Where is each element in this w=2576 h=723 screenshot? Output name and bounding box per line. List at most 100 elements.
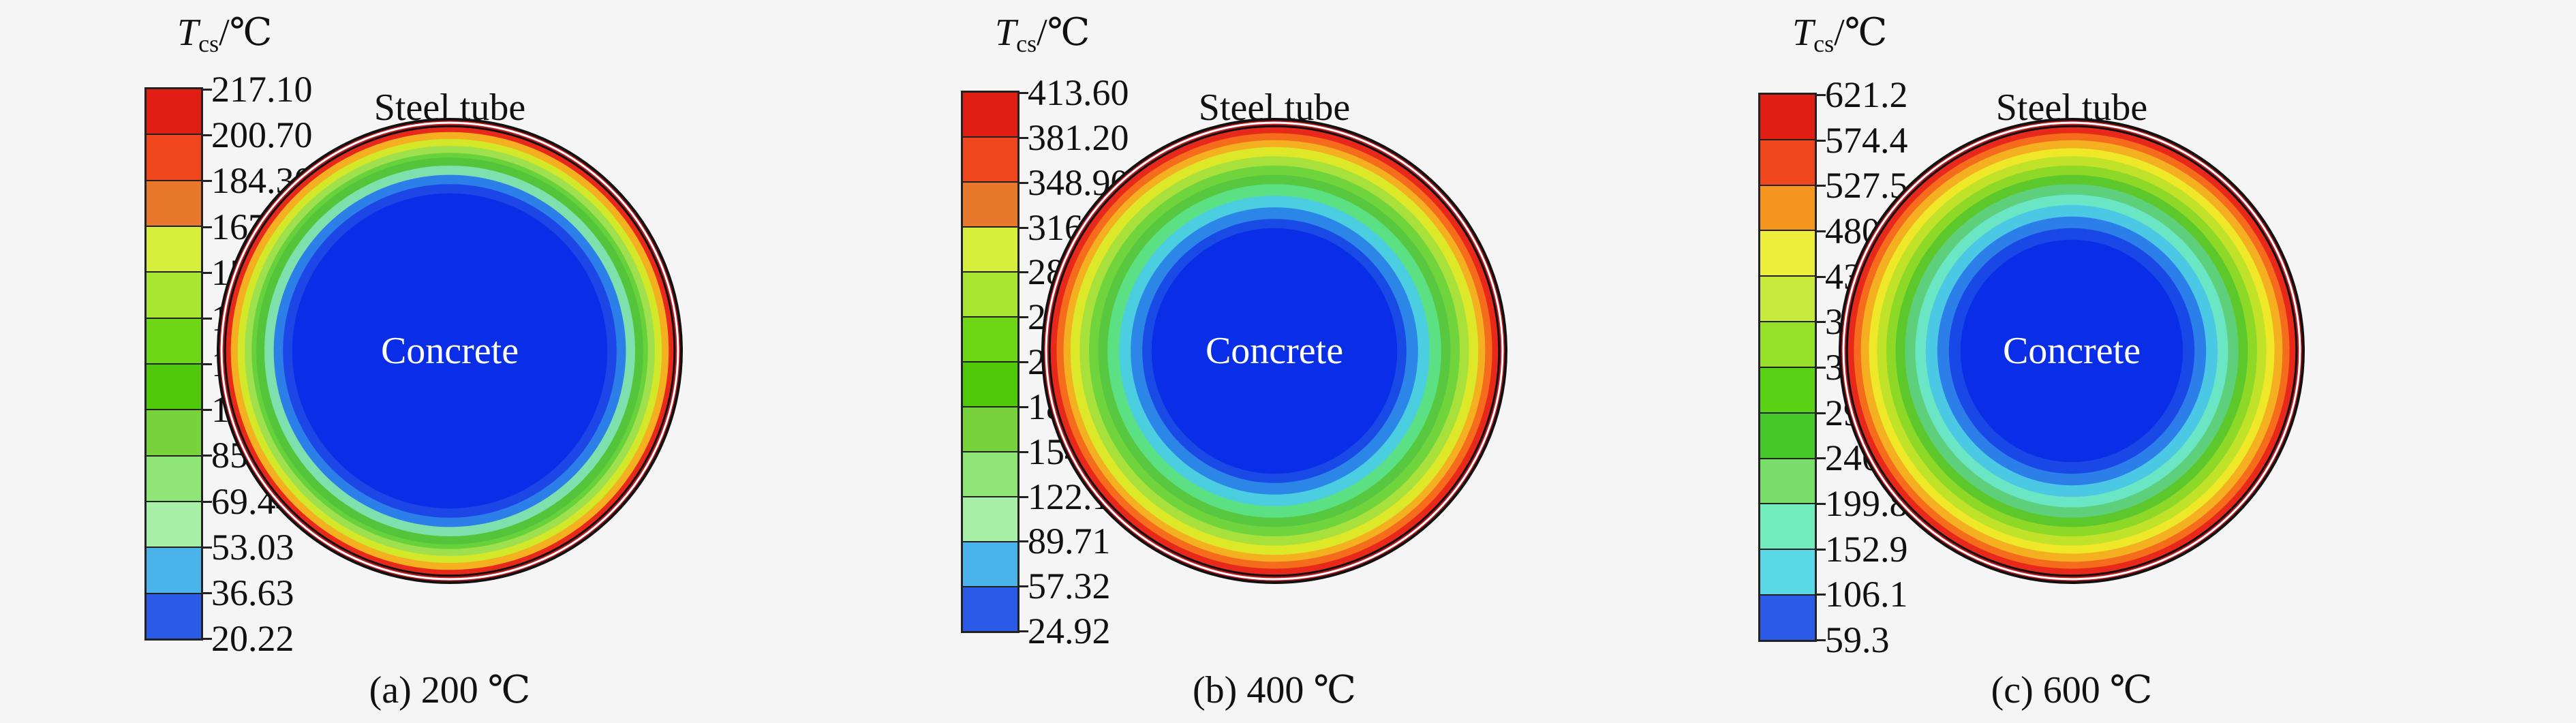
colorbar-tick [201, 591, 212, 594]
colorbar-tick [1815, 548, 1826, 551]
colorbar-tick-label: 621.2 [1825, 74, 1908, 115]
colorbar-tick-label: 57.32 [1028, 566, 1111, 607]
colorbar-tick [201, 455, 212, 457]
colorbar [144, 87, 203, 641]
colorbar-swatch [963, 497, 1017, 542]
colorbar-swatch [1760, 367, 1815, 414]
steel-tube-outline [224, 125, 676, 577]
cross-section-contour [1839, 118, 2305, 584]
legend-unit: /℃ [1037, 12, 1090, 54]
colorbar-swatch [147, 226, 201, 273]
colorbar-tick [1017, 92, 1028, 94]
colorbar-tick-label: 527.5 [1825, 165, 1908, 206]
colorbar-swatch [147, 594, 201, 639]
panel-caption: (b) 400 ℃ [1193, 669, 1356, 711]
cross-section-contour [217, 118, 683, 584]
panel-b: Tcs/℃413.60381.20348.90316.50284.10251.7… [825, 0, 1683, 723]
colorbar-swatch [963, 228, 1017, 273]
colorbar-tick [1815, 94, 1826, 96]
colorbar-swatch [1760, 322, 1815, 368]
legend-subscript: cs [1016, 30, 1037, 57]
colorbar-tick [1017, 585, 1028, 588]
legend-unit: /℃ [219, 12, 273, 54]
colorbar [1758, 93, 1817, 642]
colorbar-swatch [147, 181, 201, 227]
legend-symbol: T [995, 12, 1017, 54]
colorbar-tick [1017, 181, 1028, 184]
colorbar-swatch [1760, 550, 1815, 596]
colorbar-tick-label: 59.3 [1825, 619, 1890, 660]
colorbar-swatch [1760, 140, 1815, 186]
panel-a: Tcs/℃217.10200.70184.30167.90151.50135.1… [0, 0, 859, 723]
colorbar-swatch [147, 548, 201, 594]
colorbar-tick [1017, 495, 1028, 498]
panel-c: Tcs/℃621.2574.4527.5480.7433.9387.1340.2… [1622, 0, 2481, 723]
colorbar-swatch [147, 318, 201, 365]
colorbar-tick [1017, 361, 1028, 363]
colorbar-swatch [963, 183, 1017, 228]
colorbar-swatch [963, 273, 1017, 318]
steel-tube-outline [1041, 118, 1507, 584]
temperature-ring [292, 193, 608, 509]
colorbar-tick [201, 317, 212, 320]
steel-tube-outline [1045, 121, 1504, 581]
colorbar-swatch [1760, 459, 1815, 505]
steel-tube-outline [1048, 125, 1501, 577]
colorbar-tick [1815, 457, 1826, 460]
legend-subscript: cs [198, 30, 219, 57]
colorbar-tick [1815, 321, 1826, 324]
colorbar-tick [1017, 450, 1028, 453]
legend-subscript: cs [1813, 30, 1835, 57]
legend-unit: /℃ [1834, 12, 1888, 54]
colorbar-swatch [963, 407, 1017, 452]
colorbar-tick-label: 24.92 [1028, 611, 1111, 651]
colorbar-tick [1017, 136, 1028, 139]
colorbar-swatch [147, 456, 201, 502]
steel-tube-outline [217, 118, 683, 584]
colorbar-swatch [147, 364, 201, 411]
legend-symbol: T [177, 12, 199, 54]
legend-title: Tcs/℃ [1792, 14, 1887, 56]
colorbar-tick [1017, 630, 1028, 632]
steel-tube-outline [1839, 118, 2305, 584]
panel-caption: (a) 200 ℃ [369, 669, 531, 711]
colorbar-tick [201, 500, 212, 503]
colorbar-swatch [147, 89, 201, 136]
legend-title: Tcs/℃ [177, 14, 272, 56]
steel-tube-outline [220, 121, 679, 581]
colorbar-tick [1815, 367, 1826, 369]
colorbar-tick-label: 106.1 [1825, 574, 1908, 615]
legend-title: Tcs/℃ [995, 14, 1090, 56]
panel-caption: (c) 600 ℃ [1991, 669, 2153, 711]
colorbar-tick-label: 53.03 [211, 526, 294, 568]
colorbar-tick [1815, 275, 1826, 278]
colorbar-tick [1017, 316, 1028, 319]
colorbar-tick [201, 134, 212, 137]
colorbar-swatch [963, 318, 1017, 363]
colorbar-tick [201, 363, 212, 365]
colorbar-swatch [1760, 596, 1815, 640]
colorbar-tick [1815, 639, 1826, 641]
colorbar-swatch [1760, 185, 1815, 232]
colorbar-tick-label: 574.4 [1825, 119, 1908, 161]
colorbar-swatch [963, 542, 1017, 587]
colorbar-tick-label: 200.70 [211, 114, 313, 156]
colorbar-swatch [963, 93, 1017, 138]
colorbar-swatch [963, 363, 1017, 407]
colorbar-tick [1017, 226, 1028, 229]
concrete-label: Concrete [380, 330, 519, 372]
colorbar-swatch [963, 452, 1017, 497]
colorbar-tick [1017, 271, 1028, 274]
colorbar-tick [1815, 594, 1826, 596]
colorbar-swatch [1760, 504, 1815, 551]
colorbar-tick [1815, 412, 1826, 414]
colorbar-tick-label: 217.10 [211, 69, 313, 110]
colorbar-tick [201, 180, 212, 183]
colorbar-tick-label: 381.20 [1028, 117, 1129, 158]
colorbar-swatch [147, 273, 201, 319]
concrete-label: Concrete [2002, 330, 2141, 372]
colorbar-tick-label: 413.60 [1028, 72, 1129, 113]
colorbar-tick-label: 152.9 [1825, 528, 1908, 570]
concrete-label: Concrete [1205, 330, 1344, 372]
temperature-ring [1151, 228, 1398, 474]
